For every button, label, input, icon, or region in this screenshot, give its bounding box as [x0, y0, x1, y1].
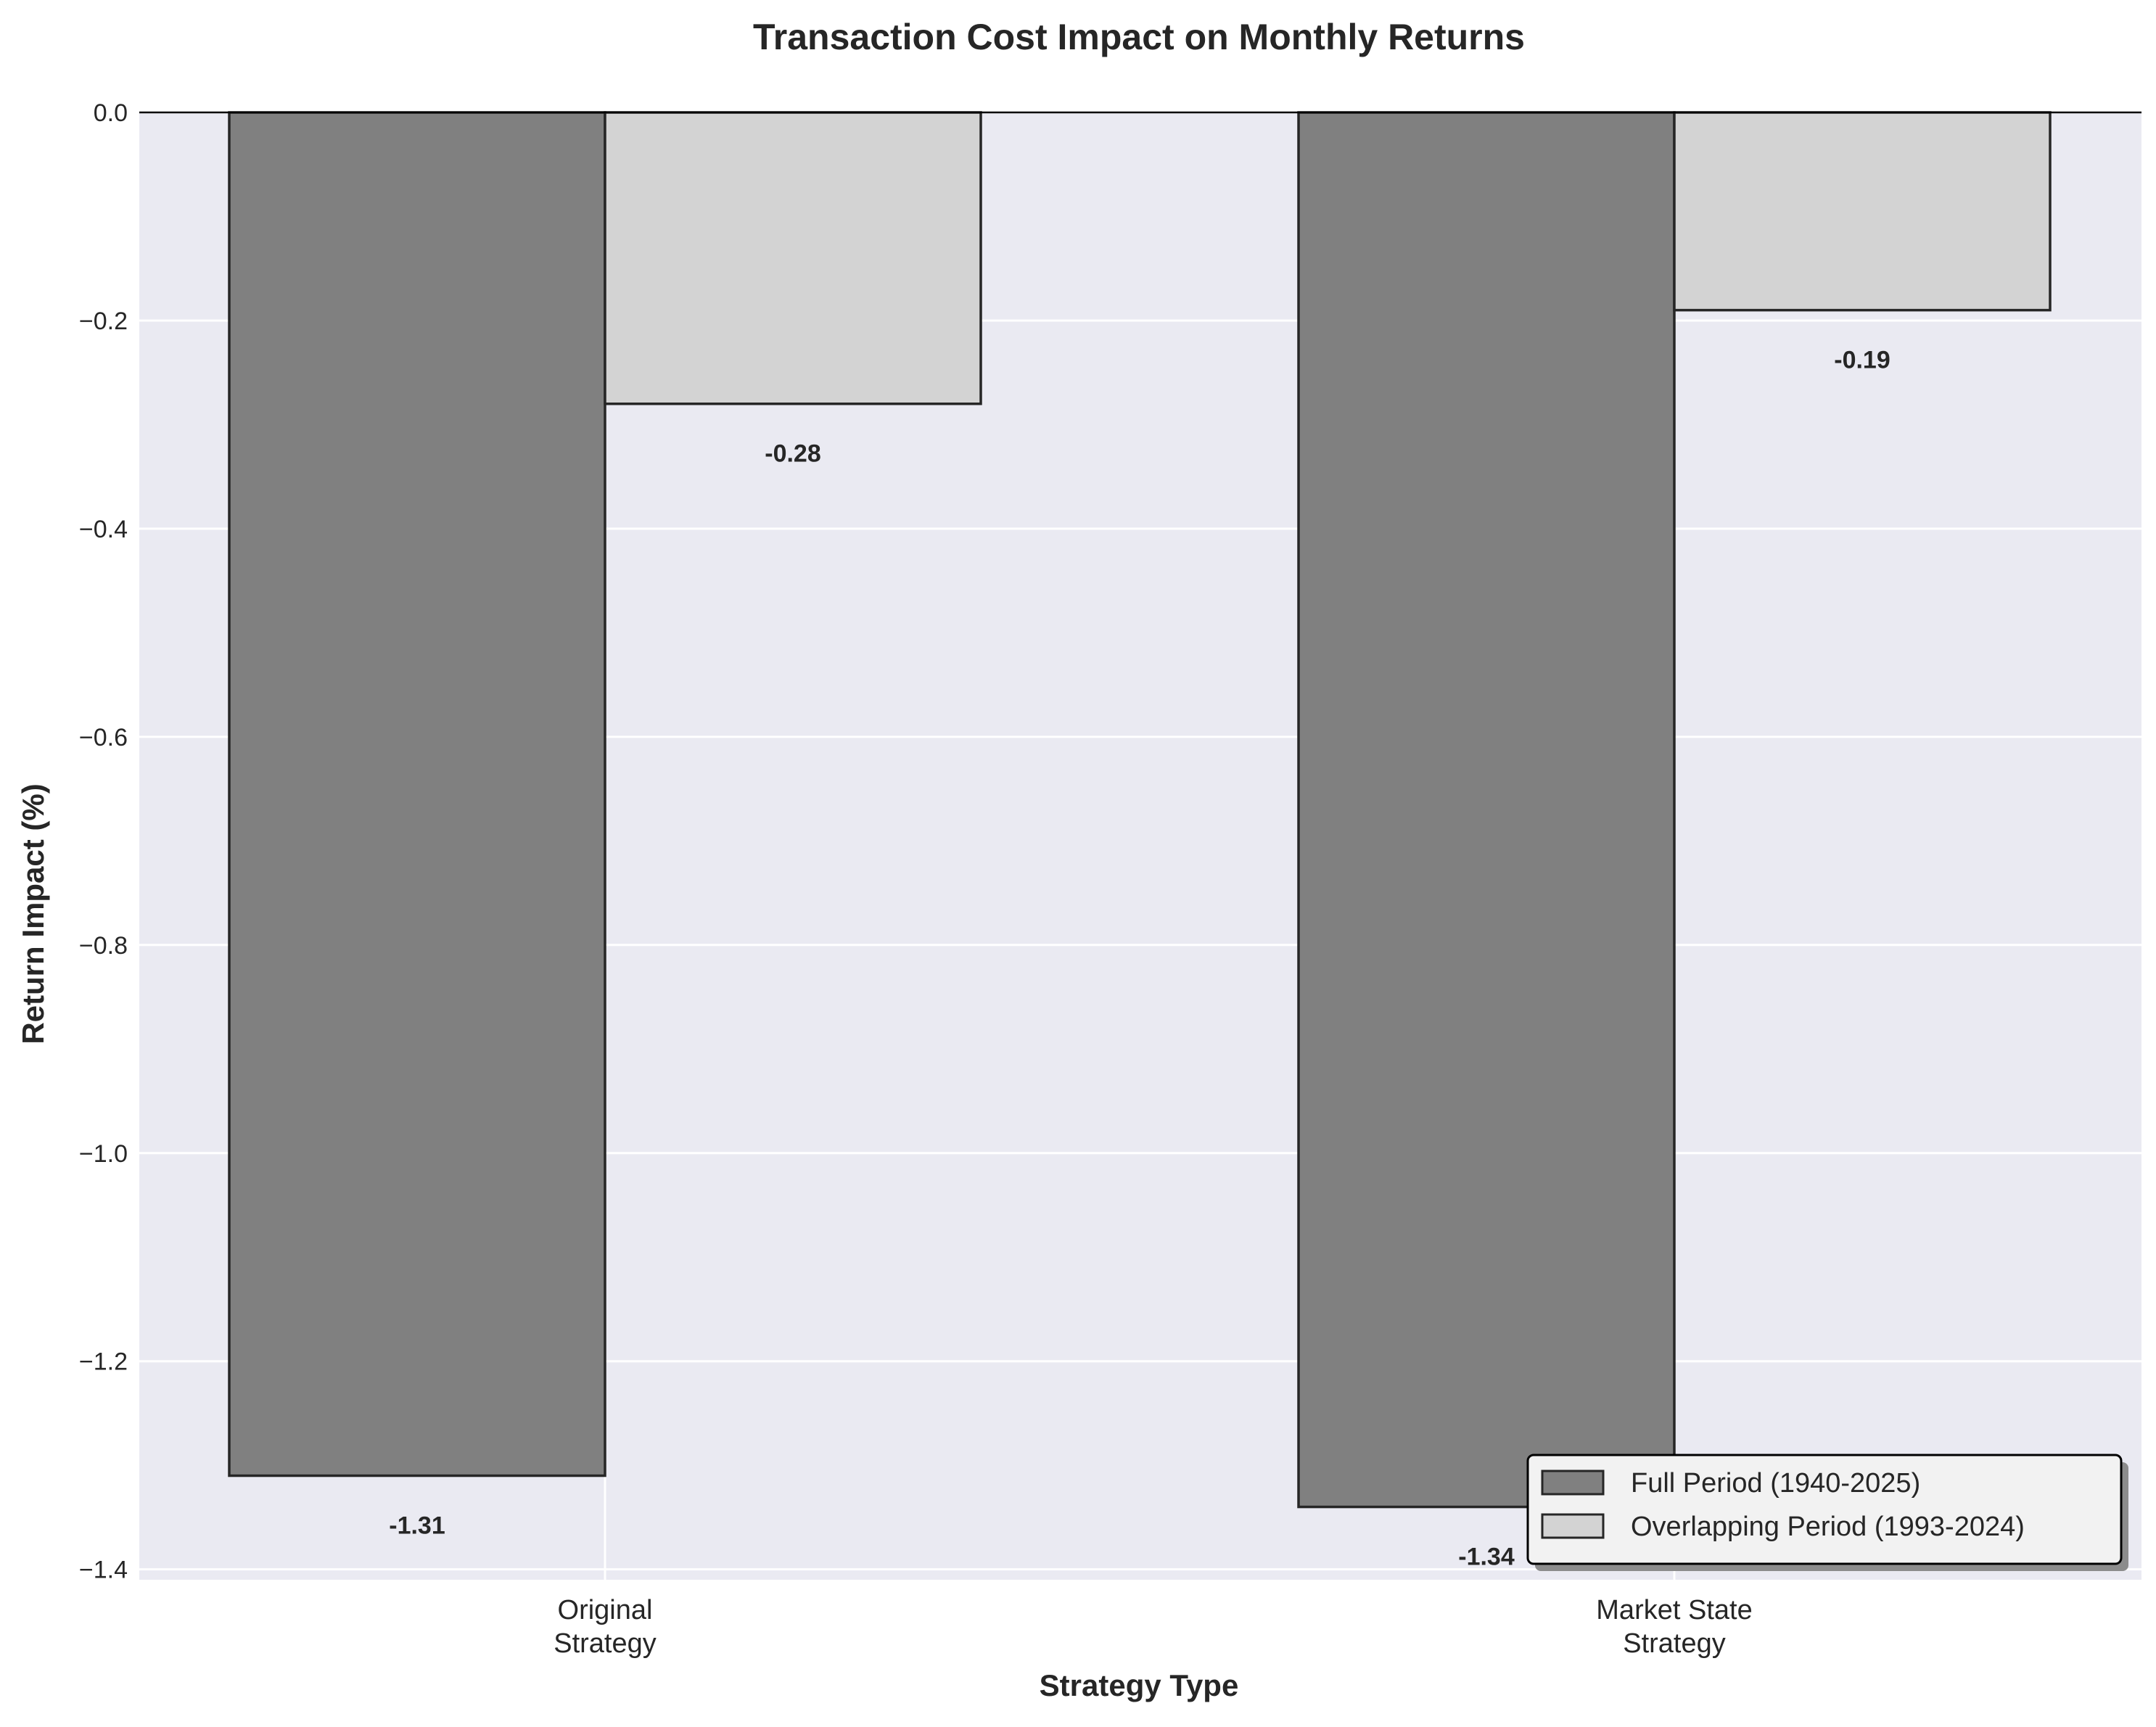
y-tick-label: −0.4	[79, 516, 128, 543]
y-tick-label: −1.2	[79, 1348, 128, 1376]
legend-box	[1526, 1454, 2123, 1565]
y-tick-label: −0.2	[79, 308, 128, 335]
y-tick-label: −1.4	[79, 1557, 128, 1584]
bar-overlapping-period	[604, 111, 982, 405]
y-tick-label: −1.0	[79, 1140, 128, 1168]
chart-title: Transaction Cost Impact on Monthly Retur…	[753, 17, 1525, 57]
bar-full-period	[228, 111, 606, 1477]
x-axis-label: Strategy Type	[1040, 1668, 1239, 1702]
y-ticks: 0.0 −0.2 −0.4 −0.6 −0.8 −1.0 −1.2 −1.4	[79, 99, 128, 1584]
data-label: -1.31	[389, 1512, 445, 1540]
bars	[228, 111, 2052, 1509]
data-label: -1.34	[1458, 1543, 1515, 1571]
x-tick-label: Market State	[1596, 1595, 1752, 1625]
legend-swatch	[1541, 1513, 1605, 1539]
y-tick-label: −0.6	[79, 724, 128, 751]
data-label: -0.28	[765, 440, 821, 468]
legend-label: Overlapping Period (1993-2024)	[1631, 1512, 2025, 1542]
y-tick-label: 0.0	[94, 99, 128, 127]
data-labels: -1.31 -0.28 -1.34 -0.19	[389, 347, 1890, 1571]
legend: Full Period (1940-2025) Overlapping Perio…	[1526, 1454, 2128, 1571]
bar-overlapping-period	[1673, 111, 2052, 312]
x-tick-label: Strategy	[554, 1628, 657, 1659]
data-label: -0.19	[1834, 347, 1890, 374]
legend-swatch	[1541, 1470, 1605, 1496]
y-tick-label: −0.8	[79, 932, 128, 960]
y-axis-label: Return Impact (%)	[16, 783, 50, 1044]
x-tick-label: Original	[558, 1595, 653, 1625]
bar-full-period	[1297, 111, 1676, 1509]
legend-label: Full Period (1940-2025)	[1631, 1468, 1920, 1499]
x-tick-label: Strategy	[1623, 1628, 1726, 1659]
